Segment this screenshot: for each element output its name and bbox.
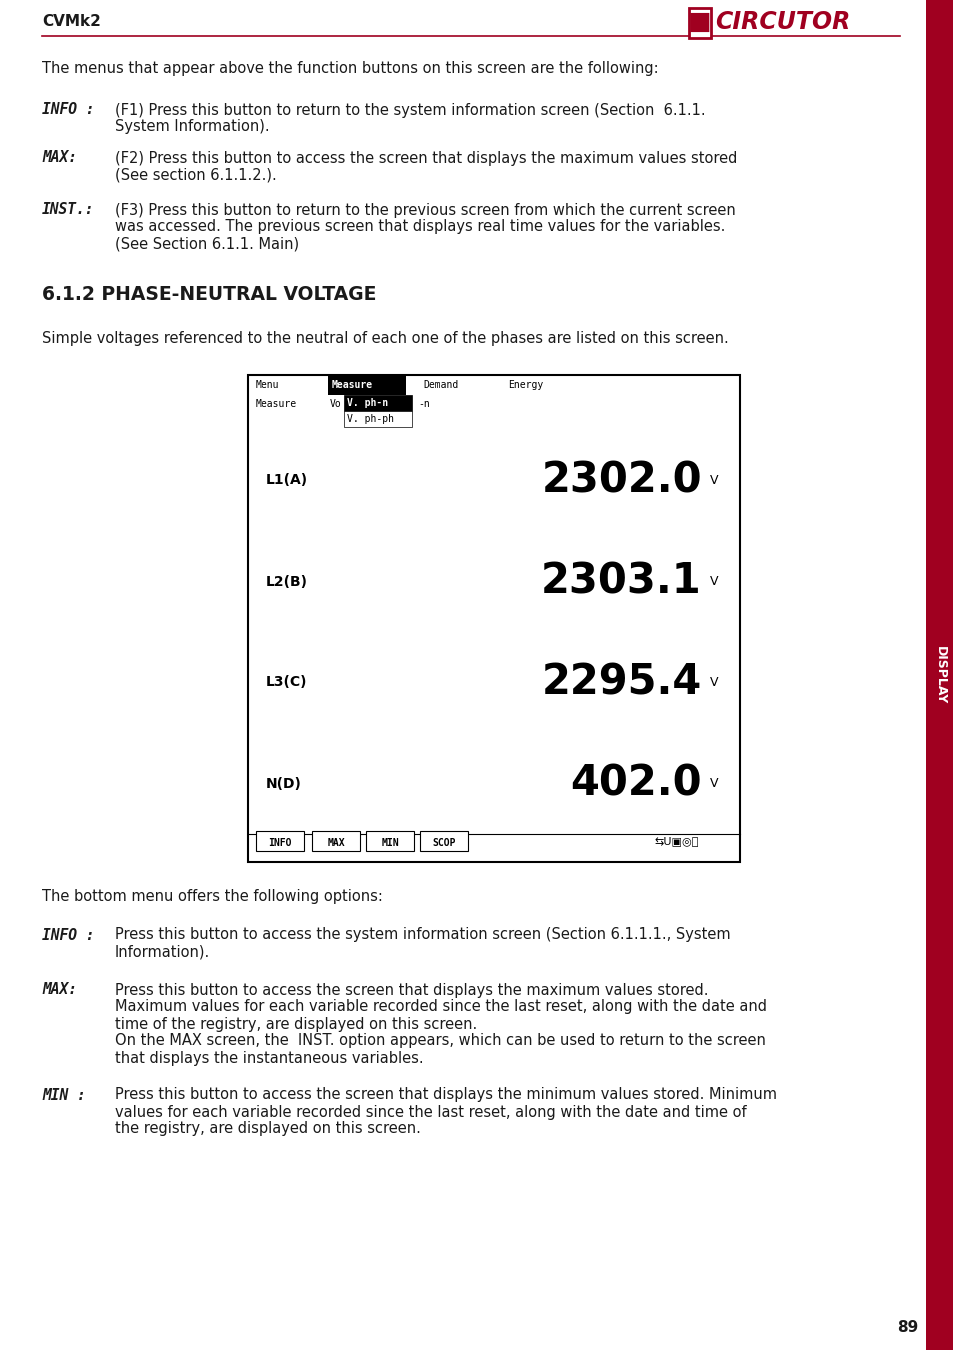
- Text: V: V: [709, 778, 718, 790]
- Text: 402.0: 402.0: [570, 763, 701, 805]
- Bar: [328, 375, 406, 396]
- Text: L3(C): L3(C): [266, 675, 307, 690]
- Text: 2303.1: 2303.1: [540, 560, 701, 602]
- Text: V: V: [709, 474, 718, 487]
- Bar: [925, 0, 953, 1350]
- Text: The menus that appear above the function buttons on this screen are the followin: The menus that appear above the function…: [42, 61, 658, 76]
- Text: MAX: MAX: [327, 837, 344, 848]
- Text: CVMk2: CVMk2: [42, 15, 101, 30]
- Bar: [688, 8, 710, 38]
- Text: (F2) Press this button to access the screen that displays the maximum values sto: (F2) Press this button to access the scr…: [115, 150, 737, 166]
- Text: 6.1.2 PHASE-NEUTRAL VOLTAGE: 6.1.2 PHASE-NEUTRAL VOLTAGE: [42, 285, 376, 305]
- Text: DISPLAY: DISPLAY: [933, 645, 945, 705]
- Bar: [248, 375, 740, 863]
- Text: V: V: [709, 575, 718, 589]
- Text: INST.:: INST.:: [42, 202, 94, 217]
- Text: the registry, are displayed on this screen.: the registry, are displayed on this scre…: [115, 1122, 420, 1137]
- Text: ⇆U▣◎🔒: ⇆U▣◎🔒: [655, 836, 699, 846]
- Text: Information).: Information).: [115, 945, 210, 960]
- Text: ■: ■: [687, 9, 711, 34]
- Text: (F3) Press this button to return to the previous screen from which the current s: (F3) Press this button to return to the …: [115, 202, 735, 217]
- Text: Energy: Energy: [507, 379, 542, 390]
- Text: SCOP: SCOP: [432, 837, 456, 848]
- Bar: [255, 832, 304, 850]
- Text: 2295.4: 2295.4: [541, 662, 701, 703]
- Text: V. ph-n: V. ph-n: [347, 398, 388, 408]
- Text: V: V: [709, 676, 718, 688]
- Bar: [344, 396, 412, 410]
- Text: On the MAX screen, the  INST. option appears, which can be used to return to the: On the MAX screen, the INST. option appe…: [115, 1034, 765, 1049]
- Text: Vo: Vo: [330, 400, 341, 409]
- Text: Menu: Menu: [255, 379, 279, 390]
- Text: values for each variable recorded since the last reset, along with the date and : values for each variable recorded since …: [115, 1104, 746, 1119]
- Text: Press this button to access the screen that displays the minimum values stored. : Press this button to access the screen t…: [115, 1088, 776, 1103]
- Text: MAX:: MAX:: [42, 983, 77, 998]
- Text: System Information).: System Information).: [115, 120, 270, 135]
- Bar: [366, 832, 414, 850]
- Bar: [344, 410, 412, 427]
- Text: 89: 89: [896, 1320, 917, 1335]
- Text: L1(A): L1(A): [266, 474, 308, 487]
- Text: The bottom menu offers the following options:: The bottom menu offers the following opt…: [42, 890, 382, 905]
- Text: 2302.0: 2302.0: [540, 459, 701, 501]
- Text: MAX:: MAX:: [42, 150, 77, 166]
- Text: INFO :: INFO :: [42, 103, 94, 117]
- Text: Measure: Measure: [255, 400, 296, 409]
- Text: MIN: MIN: [381, 837, 398, 848]
- Text: Demand: Demand: [422, 379, 457, 390]
- Text: L2(B): L2(B): [266, 575, 308, 589]
- Text: (See Section 6.1.1. Main): (See Section 6.1.1. Main): [115, 236, 299, 251]
- Text: N(D): N(D): [266, 776, 301, 791]
- Text: INFO :: INFO :: [42, 927, 94, 942]
- Text: Maximum values for each variable recorded since the last reset, along with the d: Maximum values for each variable recorde…: [115, 999, 766, 1014]
- Text: MIN :: MIN :: [42, 1088, 86, 1103]
- Text: INFO: INFO: [268, 837, 292, 848]
- Text: Press this button to access the system information screen (Section 6.1.1.1., Sys: Press this button to access the system i…: [115, 927, 730, 942]
- Text: that displays the instantaneous variables.: that displays the instantaneous variable…: [115, 1050, 423, 1065]
- Text: CIRCUTOR: CIRCUTOR: [714, 9, 849, 34]
- Text: was accessed. The previous screen that displays real time values for the variabl: was accessed. The previous screen that d…: [115, 220, 724, 235]
- Text: time of the registry, are displayed on this screen.: time of the registry, are displayed on t…: [115, 1017, 476, 1031]
- Text: Press this button to access the screen that displays the maximum values stored.: Press this button to access the screen t…: [115, 983, 708, 998]
- Bar: [312, 832, 359, 850]
- Text: (See section 6.1.1.2.).: (See section 6.1.1.2.).: [115, 167, 276, 182]
- Text: Measure: Measure: [332, 379, 373, 390]
- Bar: [419, 832, 468, 850]
- Text: (F1) Press this button to return to the system information screen (Section  6.1.: (F1) Press this button to return to the …: [115, 103, 705, 117]
- Text: Simple voltages referenced to the neutral of each one of the phases are listed o: Simple voltages referenced to the neutra…: [42, 331, 728, 346]
- Text: V. ph-ph: V. ph-ph: [347, 414, 394, 424]
- Text: -n: -n: [417, 400, 429, 409]
